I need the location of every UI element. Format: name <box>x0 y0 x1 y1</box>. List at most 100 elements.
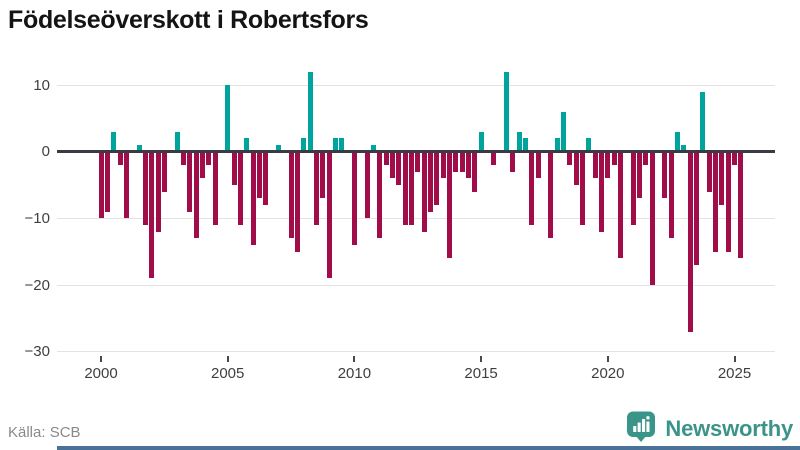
y-axis-label: −10 <box>24 209 50 227</box>
bar-negative <box>440 151 446 179</box>
bar-negative <box>98 151 104 219</box>
brand-link[interactable]: Newsworthy <box>626 411 793 447</box>
gridline <box>57 84 775 86</box>
bar-negative <box>605 151 611 179</box>
y-axis-label: 0 <box>41 143 50 161</box>
bar-negative <box>161 151 167 192</box>
bar-negative <box>149 151 155 279</box>
bar-negative <box>732 151 737 166</box>
bar-negative <box>465 151 471 179</box>
bar-negative <box>649 151 655 286</box>
bar-negative <box>155 151 161 232</box>
bar-negative <box>446 151 452 259</box>
bar-negative <box>396 151 402 186</box>
bar-positive <box>560 111 566 152</box>
gridline <box>57 284 775 286</box>
bar-negative <box>351 151 357 246</box>
bar-negative <box>719 151 725 206</box>
x-axis-label: 2000 <box>84 365 118 382</box>
x-axis-label: 2020 <box>591 365 625 382</box>
bar-negative <box>421 151 427 232</box>
x-axis-tick <box>480 356 483 362</box>
bar-negative <box>535 151 541 179</box>
bar-negative <box>548 151 554 239</box>
bar-negative <box>668 151 674 239</box>
bar-positive <box>586 138 592 152</box>
bar-negative <box>206 151 212 166</box>
bar-negative <box>231 151 237 186</box>
bar-positive <box>478 131 484 152</box>
bar-negative <box>199 151 205 179</box>
bar-positive <box>681 145 687 152</box>
bar-negative <box>427 151 433 212</box>
bar-negative <box>187 151 193 212</box>
bar-negative <box>434 151 440 206</box>
x-axis-tick <box>353 356 356 362</box>
bar-negative <box>592 151 598 179</box>
bar-negative <box>693 151 699 266</box>
bar-positive <box>339 138 345 152</box>
bar-negative <box>389 151 395 179</box>
x-axis-tick <box>226 356 229 362</box>
x-axis-label: 2025 <box>717 365 752 382</box>
bar-negative <box>402 151 408 226</box>
bar-negative <box>573 151 579 186</box>
x-axis-tick <box>606 356 609 362</box>
bar-positive <box>332 138 338 152</box>
zero-baseline <box>57 150 775 154</box>
y-axis-label: 10 <box>33 76 50 94</box>
x-axis-label: 2005 <box>211 365 245 382</box>
bar-negative <box>706 151 712 192</box>
bar-negative <box>123 151 129 219</box>
bar-negative <box>617 151 623 259</box>
bar-negative <box>598 151 604 232</box>
bar-negative <box>712 151 718 252</box>
bar-negative <box>212 151 218 226</box>
bar-positive <box>307 71 313 152</box>
bar-negative <box>643 151 649 166</box>
bar-positive <box>225 85 231 152</box>
newsworthy-speech-bubble-bar-chart-icon <box>626 411 657 447</box>
bar-negative <box>237 151 243 226</box>
bar-negative <box>636 151 642 199</box>
bar-negative <box>453 151 459 172</box>
bar-negative <box>256 151 262 199</box>
bar-negative <box>263 151 269 206</box>
bar-positive <box>700 91 706 152</box>
bar-negative <box>193 151 199 239</box>
y-axis-label: −30 <box>24 343 50 361</box>
bar-negative <box>529 151 535 226</box>
bar-positive <box>244 138 250 152</box>
bar-negative <box>662 151 668 199</box>
bar-negative <box>491 151 497 166</box>
bar-positive <box>516 131 522 152</box>
page-title: Födelseöverskott i Robertsfors <box>8 6 369 34</box>
bar-positive <box>275 145 281 152</box>
bar-negative <box>408 151 414 226</box>
bar-negative <box>288 151 294 239</box>
bar-negative <box>687 151 693 332</box>
bar-positive <box>111 131 117 152</box>
bar-negative <box>377 151 383 239</box>
bar-negative <box>415 151 421 172</box>
bar-chart-plot-area: 10 0 −10 −20 −30 2000 2005 2010 2015 2020 2025 <box>24 71 775 382</box>
x-axis-tick <box>100 356 102 362</box>
bar-negative <box>567 151 573 166</box>
bar-negative <box>472 151 478 192</box>
bar-negative <box>326 151 332 279</box>
bar-negative <box>142 151 148 226</box>
gridline <box>57 217 775 219</box>
bar-negative <box>294 151 300 252</box>
bar-negative <box>738 151 744 259</box>
bar-positive <box>503 71 509 152</box>
x-axis-label: 2015 <box>464 365 498 382</box>
bar-negative <box>104 151 110 212</box>
gridline <box>57 351 775 353</box>
bar-negative <box>510 151 516 172</box>
bar-positive <box>370 145 376 152</box>
bar-negative <box>364 151 370 219</box>
bar-negative <box>630 151 636 226</box>
bar-positive <box>174 131 180 152</box>
bar-negative <box>725 151 731 252</box>
